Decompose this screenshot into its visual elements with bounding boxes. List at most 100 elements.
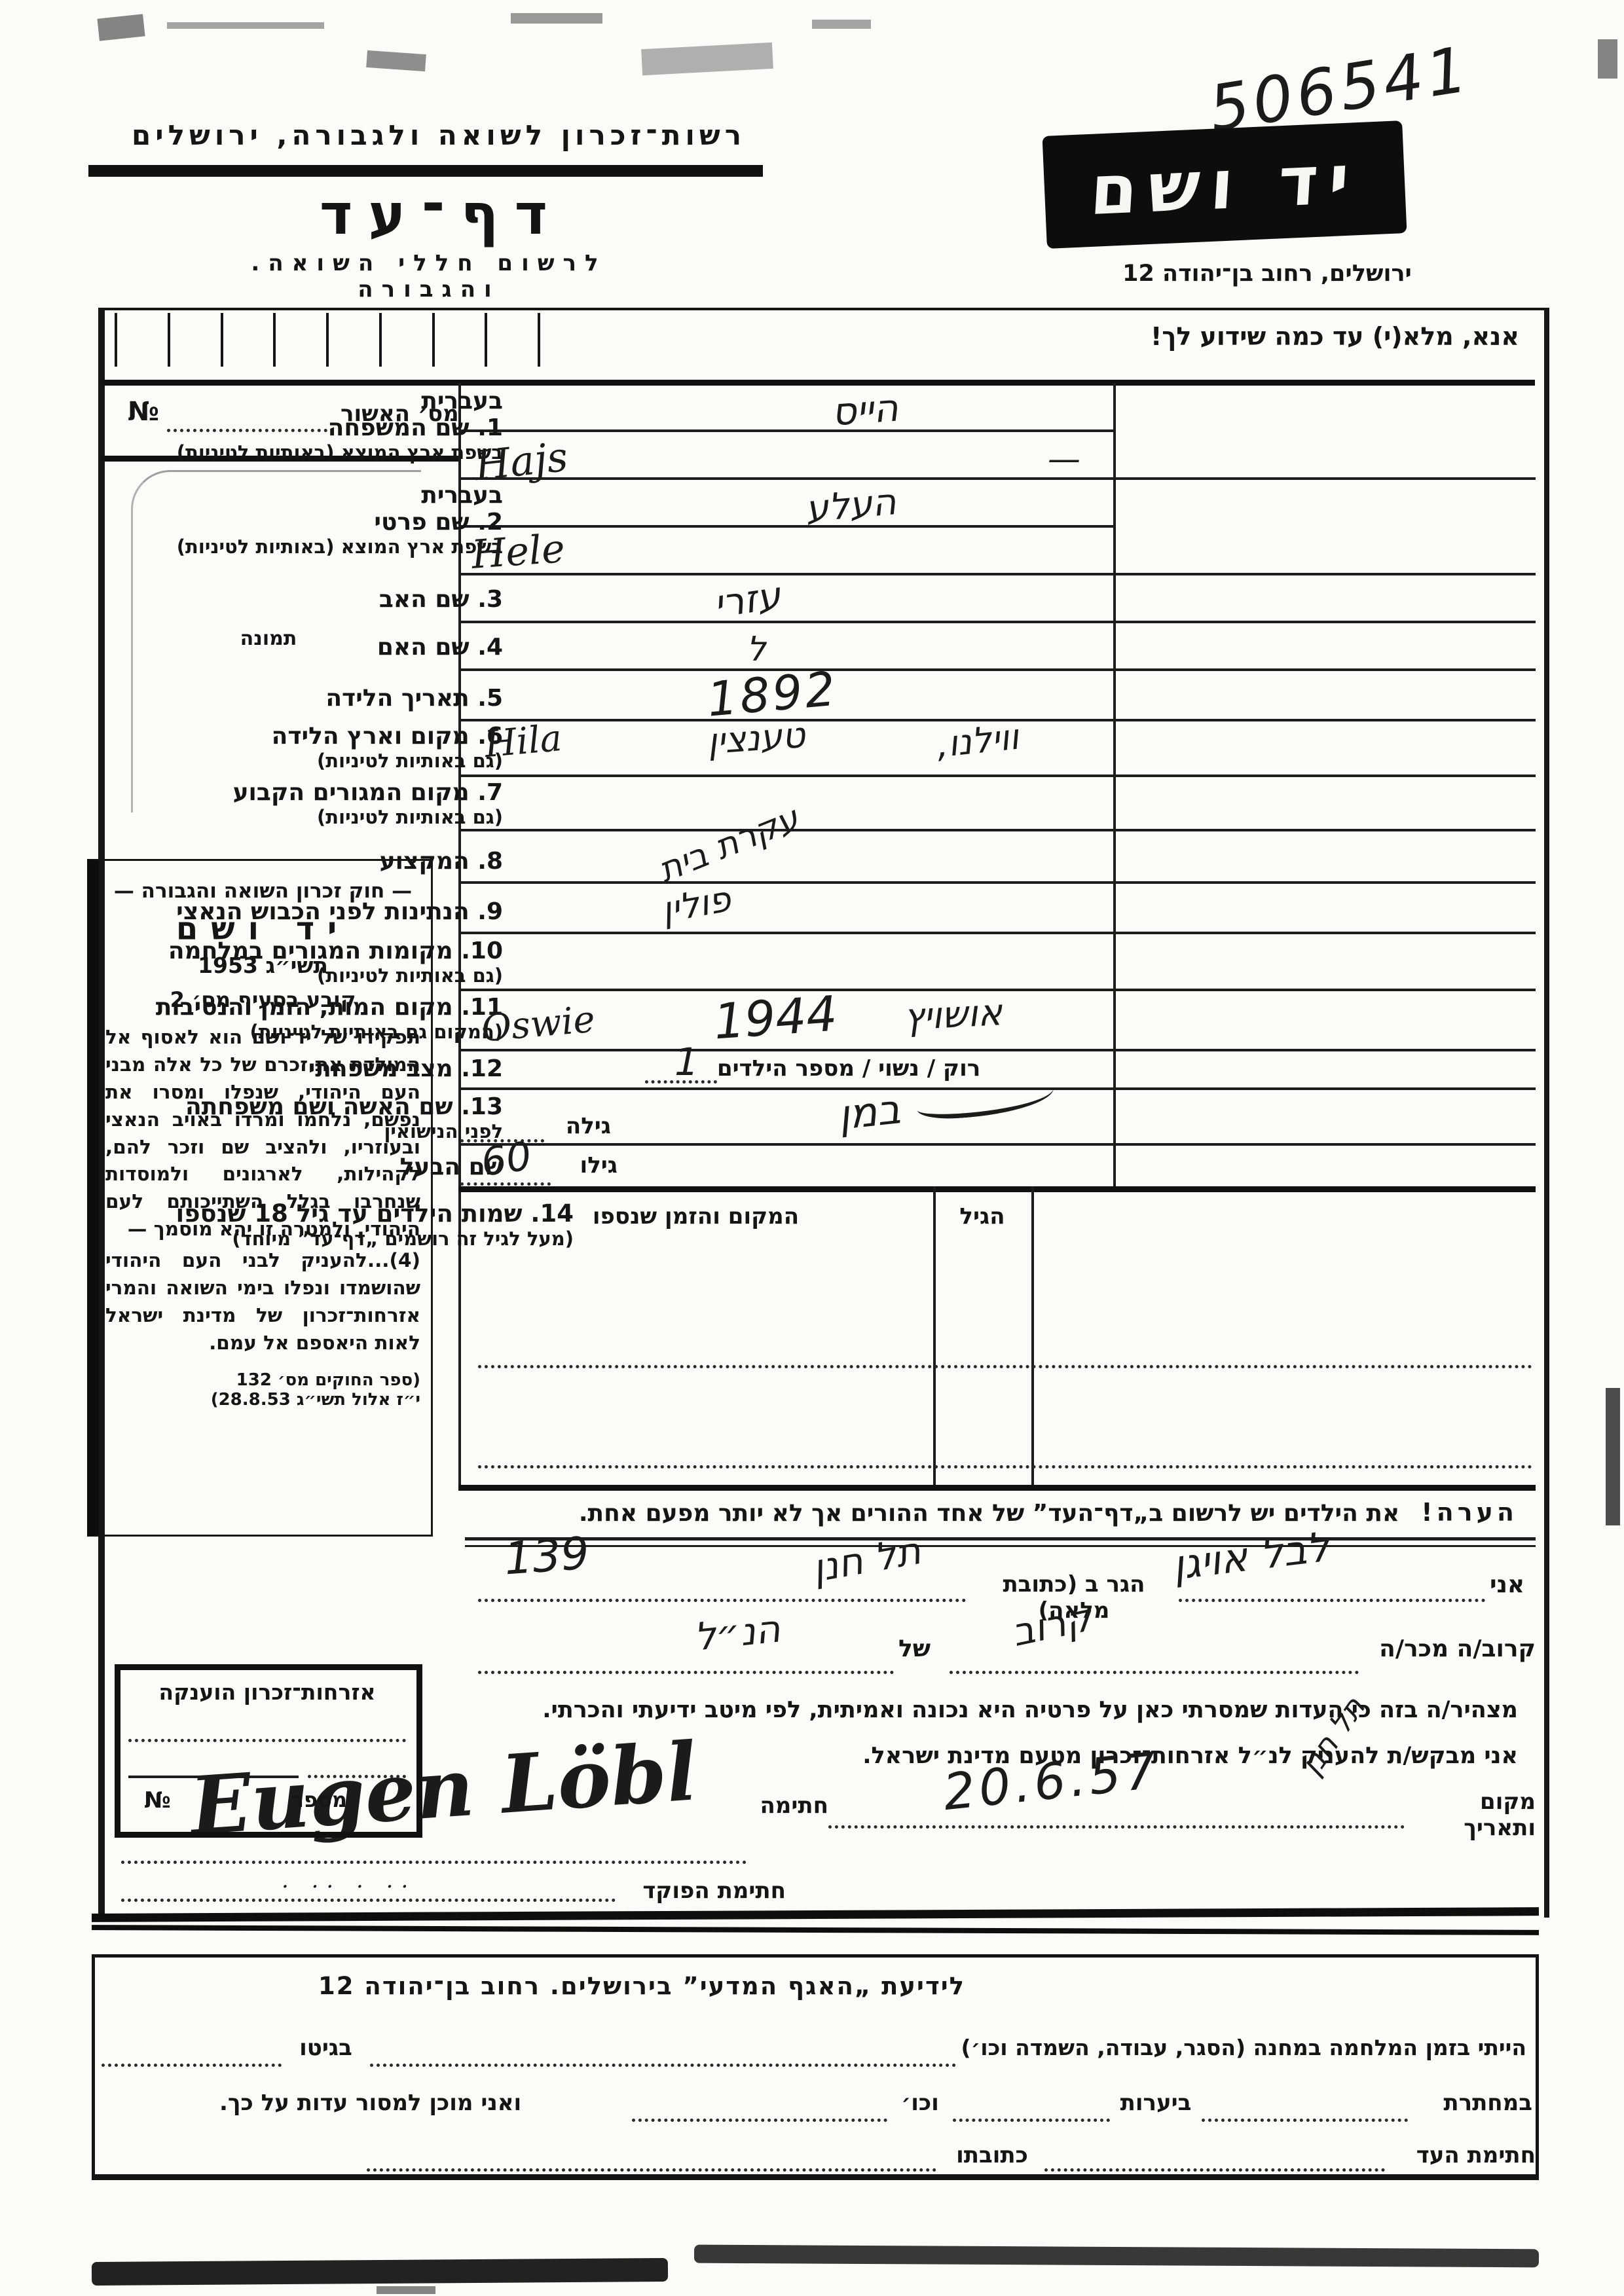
hw-death-place-hebrew: אושויץ <box>902 991 1003 1039</box>
stamp-number-label: מספר <box>291 1787 347 1812</box>
table-vline <box>933 1186 936 1489</box>
left-column-divider <box>458 383 461 1489</box>
field-line <box>458 1087 1536 1090</box>
bottom-heavy-rule2 <box>91 1925 1540 1935</box>
scan-smudge <box>366 50 426 72</box>
hw-family-name-latin: Hajs <box>472 432 570 490</box>
hw-address-number: 139 <box>502 1527 591 1586</box>
field-line <box>458 989 1536 991</box>
field13-labels: 13. שם האשה ושם משפחתה לפני הנישואין <box>97 1093 503 1142</box>
her-age-dotted <box>460 1139 544 1142</box>
field10-label: 10. מקומות המגורים במלחמה <box>168 938 503 964</box>
tick-mark <box>220 313 223 367</box>
field1-note: בשפת ארץ המוצא (באותיות לטיניות) <box>176 441 503 464</box>
note-row: הערה! את הילדים יש לרשום ב„דף־העד” של אח… <box>444 1498 1526 1527</box>
relative-label: קרוב/ה מכר/ה <box>1379 1635 1536 1662</box>
scan-smudge <box>812 20 871 29</box>
field1-label: 1. שם המשפחה <box>327 414 503 441</box>
form-title: דף־עד <box>319 182 563 247</box>
law-clause: (4)...להעניק לבני העם היהודי שהושמדו ונפ… <box>105 1249 420 1354</box>
hw-relation-of: הנ״ל <box>692 1606 783 1660</box>
note-text: את הילדים יש לרשום ב„דף־העד” של אחד ההור… <box>578 1500 1400 1527</box>
hw-first-name-latin: Hele <box>470 526 566 578</box>
field14-label: 14. שמות הילדים עד גיל 18 שנספו <box>175 1199 574 1228</box>
stamp-solid-line <box>128 1776 299 1778</box>
field9-label: 9. הנתינות לפני הכבוש הנאצי <box>176 898 503 925</box>
hw-children-count: 1 <box>674 1040 699 1084</box>
footer-line1-dotted <box>370 2064 956 2067</box>
stamp-title: אזרחות־זכרון הוענקה <box>158 1679 376 1705</box>
tick-mark <box>167 313 170 367</box>
photo-frame-corner <box>131 470 421 812</box>
field-line <box>458 573 1536 575</box>
scan-edge-mark <box>1606 1388 1620 1525</box>
law-body: תפקידו של יד־ושם הוא לאסוף אל המולדת את … <box>105 1026 420 1241</box>
scan-smudge <box>377 2286 435 2294</box>
i-label: אני <box>1490 1571 1525 1598</box>
field10-note: (גם באותיות לטיניות) <box>317 964 503 987</box>
field11-label: 11. מקום המות, הזמן והנסיבות <box>155 994 503 1021</box>
field11-note: (המקום גם באותיות לטיניות) <box>249 1021 503 1043</box>
note-rule <box>465 1537 1536 1540</box>
etc-dotted <box>632 2119 887 2122</box>
field7-note: (גם באותיות לטיניות) <box>317 806 503 828</box>
hw-dash-mark: — <box>1048 440 1080 478</box>
marital-dotted <box>645 1080 717 1084</box>
field6-label: 6. מקום וארץ הלידה <box>271 723 503 750</box>
field5-label: 5. תאריך הלידה <box>325 685 503 712</box>
scan-bar <box>693 2244 1540 2268</box>
field2-label: 2. שם פרטי <box>374 509 503 536</box>
approval-label: מס׳ האשור <box>341 401 459 427</box>
law-ref1: (ספר החוקים מס׳ 132 <box>236 1370 420 1390</box>
law-box: — חוק זכרון השואה והגבורה — יד ושם תשי״ג… <box>87 859 433 1537</box>
field7-labels: 7. מקום המגורים הקבוע (גם באותיות לטיניו… <box>97 779 503 828</box>
place-date-dotted <box>828 1825 1405 1829</box>
hw-signature-scribble: · ·· · ·· <box>282 1874 416 1900</box>
witness-address-label: כתובתו <box>956 2142 1028 2168</box>
field-line <box>458 881 1536 884</box>
hw-husband-age: 60 <box>478 1133 534 1186</box>
field11-labels: 11. מקום המות, הזמן והנסיבות (המקום גם ב… <box>97 994 503 1043</box>
law-title: — חוק זכרון השואה והגבורה — <box>113 879 413 903</box>
labels-column-divider <box>1113 383 1116 1188</box>
citizenship-stamp-box: אזרחות־זכרון הוענקה מספר № <box>115 1664 422 1838</box>
table-bottom-rule <box>458 1485 1536 1491</box>
tick-mark <box>378 313 382 367</box>
scan-smudge <box>97 14 145 41</box>
field13-label: 13. שם האשה ושם משפחתה <box>185 1093 503 1120</box>
tick-mark <box>326 313 329 367</box>
field6-labels: 6. מקום וארץ הלידה (גם באותיות לטיניות) <box>97 723 503 772</box>
approval-dotted-line <box>167 429 334 432</box>
hw-birthplace-hebrew2: טענצין <box>705 714 807 763</box>
law-section: קובע בסעיף מס׳ 2 <box>170 987 356 1012</box>
field-line <box>458 668 1536 671</box>
witness-signature-dotted <box>1044 2168 1385 2172</box>
field3-label: 3. שם האב <box>378 586 503 613</box>
note-label: הערה! <box>1421 1498 1518 1527</box>
table-top-rule <box>458 1186 1536 1192</box>
field2-lang: בעברית <box>421 482 503 509</box>
scan-bar <box>91 2257 669 2286</box>
field-line <box>458 525 1113 528</box>
footer-box <box>92 1954 1539 2180</box>
clerk-signature-label: חתימת הפוקד <box>642 1878 786 1904</box>
ghetto-dotted <box>101 2064 282 2067</box>
i-dotted <box>1179 1599 1485 1602</box>
field-line <box>458 621 1536 623</box>
scan-smudge <box>167 22 324 29</box>
tick-mark <box>432 313 435 367</box>
field4-label: 4. שם האם <box>377 634 503 661</box>
approval-no-sign: № <box>128 397 160 427</box>
signature-label: חתימה <box>760 1793 828 1819</box>
field7-label: 7. מקום המגורים הקבוע <box>232 779 503 806</box>
her-age-label: גילה <box>565 1113 611 1139</box>
children-header-label: 14. שמות הילדים עד גיל 18 שנספו (מעל לגי… <box>89 1199 583 1250</box>
clerk-dotted <box>121 1899 616 1902</box>
top-heavy-rule <box>101 380 1535 386</box>
field-line <box>458 477 1536 480</box>
field12-label: 12. מצב משפחתי <box>308 1055 503 1082</box>
witness-signature-label: חתימת העד <box>1416 2142 1536 2168</box>
field1-lang: בעברית <box>421 388 503 414</box>
table-vline <box>1031 1186 1034 1489</box>
field1-labels: בעברית 1. שם המשפחה בשפת ארץ המוצא (באות… <box>97 388 503 464</box>
